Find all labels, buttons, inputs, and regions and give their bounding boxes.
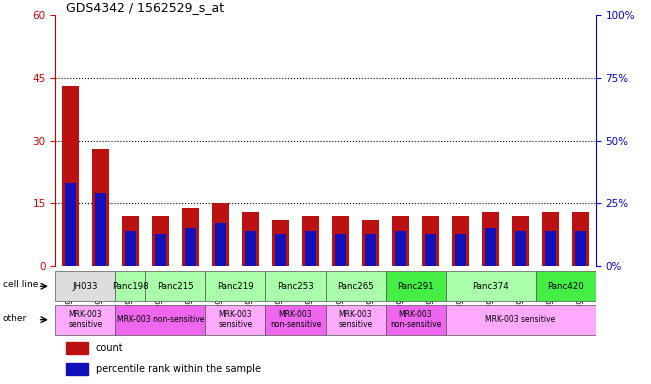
- Bar: [275, 233, 286, 266]
- Text: GDS4342 / 1562529_s_at: GDS4342 / 1562529_s_at: [66, 1, 224, 14]
- Text: MRK-003
sensitive: MRK-003 sensitive: [339, 310, 372, 329]
- Bar: [65, 184, 76, 266]
- Bar: [393, 216, 409, 266]
- Bar: [145, 271, 206, 301]
- Bar: [425, 233, 436, 266]
- Bar: [452, 216, 469, 266]
- Bar: [365, 233, 376, 266]
- Bar: [66, 342, 88, 354]
- Text: Panc215: Panc215: [157, 282, 194, 291]
- Bar: [302, 216, 319, 266]
- Bar: [125, 231, 135, 266]
- Bar: [242, 212, 258, 266]
- Bar: [575, 231, 586, 266]
- Bar: [115, 305, 206, 335]
- Bar: [266, 305, 326, 335]
- Bar: [512, 216, 529, 266]
- Bar: [155, 233, 165, 266]
- Bar: [445, 271, 536, 301]
- Text: count: count: [96, 343, 124, 353]
- Text: MRK-003 sensitive: MRK-003 sensitive: [486, 315, 556, 324]
- Bar: [152, 216, 169, 266]
- Bar: [546, 231, 556, 266]
- Bar: [215, 223, 226, 266]
- Bar: [305, 231, 316, 266]
- Text: Panc420: Panc420: [547, 282, 584, 291]
- Text: Panc253: Panc253: [277, 282, 314, 291]
- Text: cell line: cell line: [3, 280, 38, 289]
- Bar: [445, 305, 596, 335]
- Bar: [92, 149, 109, 266]
- Text: Panc265: Panc265: [337, 282, 374, 291]
- Bar: [206, 271, 266, 301]
- Text: Panc374: Panc374: [472, 282, 509, 291]
- Bar: [185, 228, 196, 266]
- Bar: [482, 212, 499, 266]
- Bar: [182, 208, 199, 266]
- Bar: [385, 305, 445, 335]
- Bar: [455, 233, 466, 266]
- Bar: [272, 220, 289, 266]
- Bar: [326, 305, 385, 335]
- Bar: [55, 271, 115, 301]
- Text: Panc291: Panc291: [397, 282, 434, 291]
- Text: percentile rank within the sample: percentile rank within the sample: [96, 364, 261, 374]
- Bar: [115, 271, 145, 301]
- Bar: [486, 228, 496, 266]
- Bar: [385, 271, 445, 301]
- Bar: [542, 212, 559, 266]
- Bar: [266, 271, 326, 301]
- Text: MRK-003
sensitive: MRK-003 sensitive: [68, 310, 102, 329]
- Bar: [362, 220, 379, 266]
- Text: Panc198: Panc198: [112, 282, 148, 291]
- Text: MRK-003
non-sensitive: MRK-003 non-sensitive: [390, 310, 441, 329]
- Bar: [206, 305, 266, 335]
- Bar: [422, 216, 439, 266]
- Bar: [335, 233, 346, 266]
- Text: Panc219: Panc219: [217, 282, 254, 291]
- Text: MRK-003 non-sensitive: MRK-003 non-sensitive: [117, 315, 204, 324]
- Bar: [95, 194, 105, 266]
- Bar: [395, 231, 406, 266]
- Text: MRK-003
sensitive: MRK-003 sensitive: [218, 310, 253, 329]
- Bar: [245, 231, 256, 266]
- Bar: [516, 231, 526, 266]
- Text: JH033: JH033: [73, 282, 98, 291]
- Bar: [212, 204, 229, 266]
- Bar: [122, 216, 139, 266]
- Text: other: other: [3, 314, 27, 323]
- Bar: [332, 216, 349, 266]
- Bar: [536, 271, 596, 301]
- Bar: [572, 212, 589, 266]
- Bar: [66, 363, 88, 375]
- Bar: [326, 271, 385, 301]
- Text: MRK-003
non-sensitive: MRK-003 non-sensitive: [270, 310, 321, 329]
- Bar: [62, 86, 79, 266]
- Bar: [55, 305, 115, 335]
